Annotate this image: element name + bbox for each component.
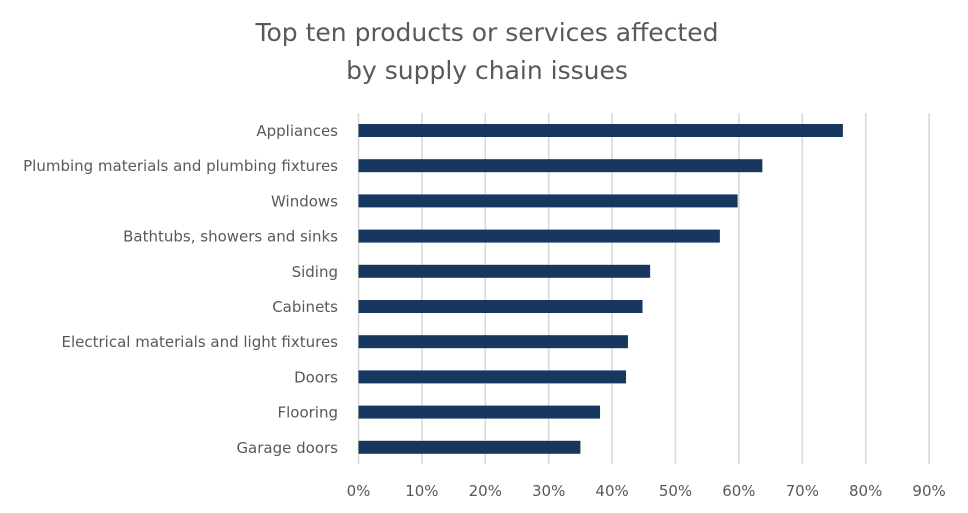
chart-title-line-1: Top ten products or services affected xyxy=(255,18,719,47)
category-label: Flooring xyxy=(277,404,338,422)
category-label: Cabinets xyxy=(272,298,338,316)
category-label: Doors xyxy=(294,368,338,386)
bars xyxy=(358,124,843,454)
category-label: Appliances xyxy=(256,122,338,140)
category-label: Garage doors xyxy=(236,439,338,457)
bar xyxy=(358,159,763,173)
bar xyxy=(358,405,601,419)
category-label: Electrical materials and light fixtures xyxy=(62,333,339,351)
x-tick-label: 40% xyxy=(595,482,628,500)
bar xyxy=(358,124,843,137)
chart-title: Top ten products or services affected by… xyxy=(0,14,968,90)
bar xyxy=(358,370,627,384)
category-labels: Appliances Plumbing materials and plumbin… xyxy=(23,122,338,457)
bar xyxy=(358,335,628,349)
bar xyxy=(358,229,720,243)
x-tick-label: 20% xyxy=(469,482,502,500)
category-label: Plumbing materials and plumbing fixtures xyxy=(23,157,338,175)
x-tick-label: 0% xyxy=(347,482,371,500)
x-tick-label: 50% xyxy=(659,482,692,500)
bar xyxy=(358,264,651,278)
x-tick-label: 80% xyxy=(849,482,882,500)
category-label: Siding xyxy=(292,263,338,281)
category-label: Windows xyxy=(271,192,338,210)
x-tick-labels: 0% 10% 20% 30% 40% 50% 60% 70% 80% 90% xyxy=(347,482,946,500)
bar xyxy=(358,440,581,454)
x-tick-label: 60% xyxy=(722,482,755,500)
bar xyxy=(358,194,738,208)
bar xyxy=(358,300,643,313)
x-tick-label: 10% xyxy=(405,482,438,500)
chart-title-line-2: by supply chain issues xyxy=(346,56,628,85)
x-tick-label: 90% xyxy=(912,482,945,500)
x-tick-label: 30% xyxy=(532,482,565,500)
x-tick-label: 70% xyxy=(786,482,819,500)
category-label: Bathtubs, showers and sinks xyxy=(123,228,338,246)
